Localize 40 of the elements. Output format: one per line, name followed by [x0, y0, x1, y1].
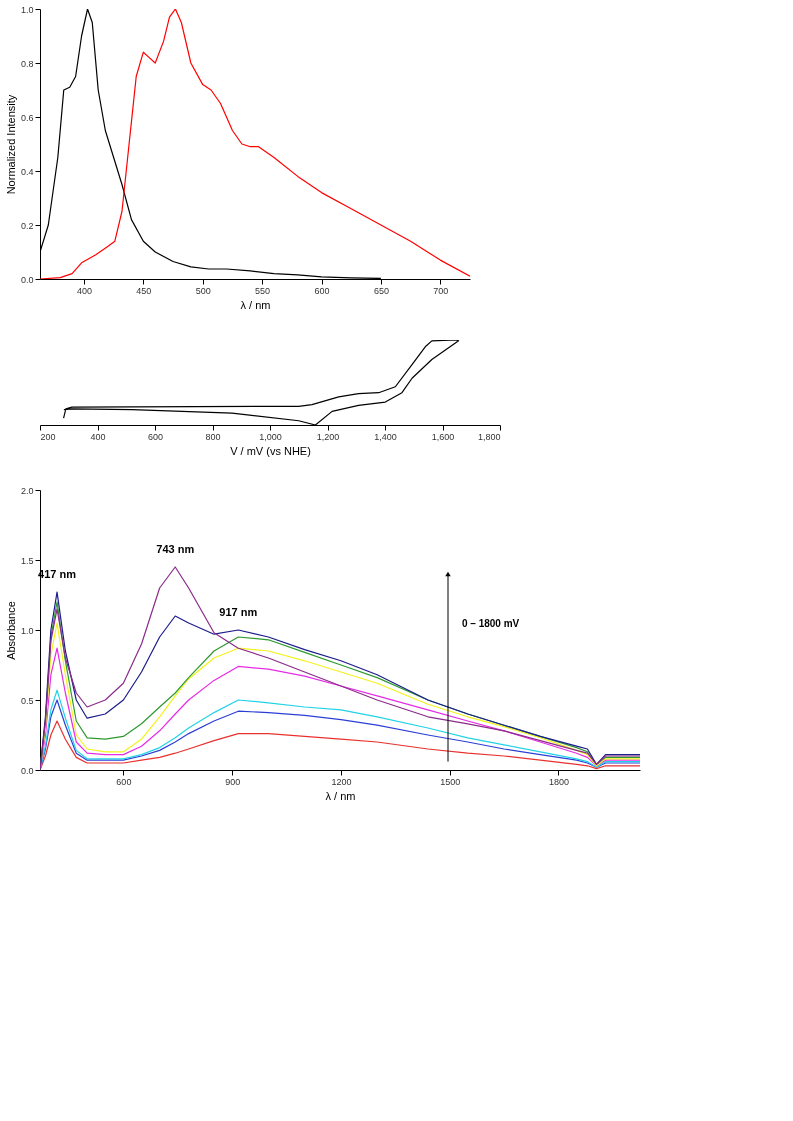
x-tick-label: 650: [373, 285, 389, 296]
x-axis-title: λ / nm: [325, 789, 356, 802]
x-tick-label: 600: [147, 431, 164, 442]
x-tick-label: 400: [90, 431, 106, 442]
y-tick-label: 0.5: [20, 695, 34, 706]
x-tick-label: 1500: [440, 776, 461, 787]
x-tick-label: 1,200: [316, 431, 340, 442]
annotation: 743 nm: [156, 543, 195, 555]
x-tick-label: 1,800: [477, 431, 501, 442]
x-tick-label: 600: [314, 285, 330, 296]
x-axis-title: λ / nm: [240, 298, 271, 311]
y-tick-label: 1.0: [20, 625, 34, 636]
y-axis-title: Absorbance: [4, 601, 17, 660]
x-tick-label: 1,600: [431, 431, 455, 442]
x-tick-label: 450: [136, 285, 152, 296]
x-axis-title: V / mV (vs NHE): [230, 444, 311, 457]
y-tick-label: 0.0: [20, 765, 34, 776]
y-axis-title: Normalized Intensity: [4, 94, 17, 195]
x-tick-label: 500: [195, 285, 211, 296]
x-tick-label: 900: [225, 776, 241, 787]
y-tick-label: 1.0: [20, 4, 34, 15]
y-tick-label: 0.8: [20, 58, 34, 69]
x-tick-label: 550: [255, 285, 271, 296]
y-tick-label: 0.2: [20, 220, 34, 231]
x-tick-label: 1,400: [374, 431, 397, 442]
x-tick-label: 1200: [331, 776, 352, 787]
y-tick-label: 0.4: [20, 166, 34, 177]
annotation: 0 – 1800 mV: [462, 618, 520, 630]
x-tick-label: 200: [40, 431, 56, 442]
y-tick-label: 2.0: [20, 485, 34, 496]
x-tick-label: 800: [205, 431, 221, 442]
y-tick-label: 0.0: [20, 274, 34, 285]
x-tick-label: 1,000: [259, 431, 282, 442]
x-tick-label: 600: [116, 776, 132, 787]
y-tick-label: 1.5: [20, 555, 34, 566]
x-tick-label: 700: [433, 285, 449, 296]
x-tick-label: 400: [76, 285, 92, 296]
y-tick-label: 0.6: [20, 112, 34, 123]
annotation: 917 nm: [219, 606, 258, 618]
x-tick-label: 1800: [548, 776, 569, 787]
